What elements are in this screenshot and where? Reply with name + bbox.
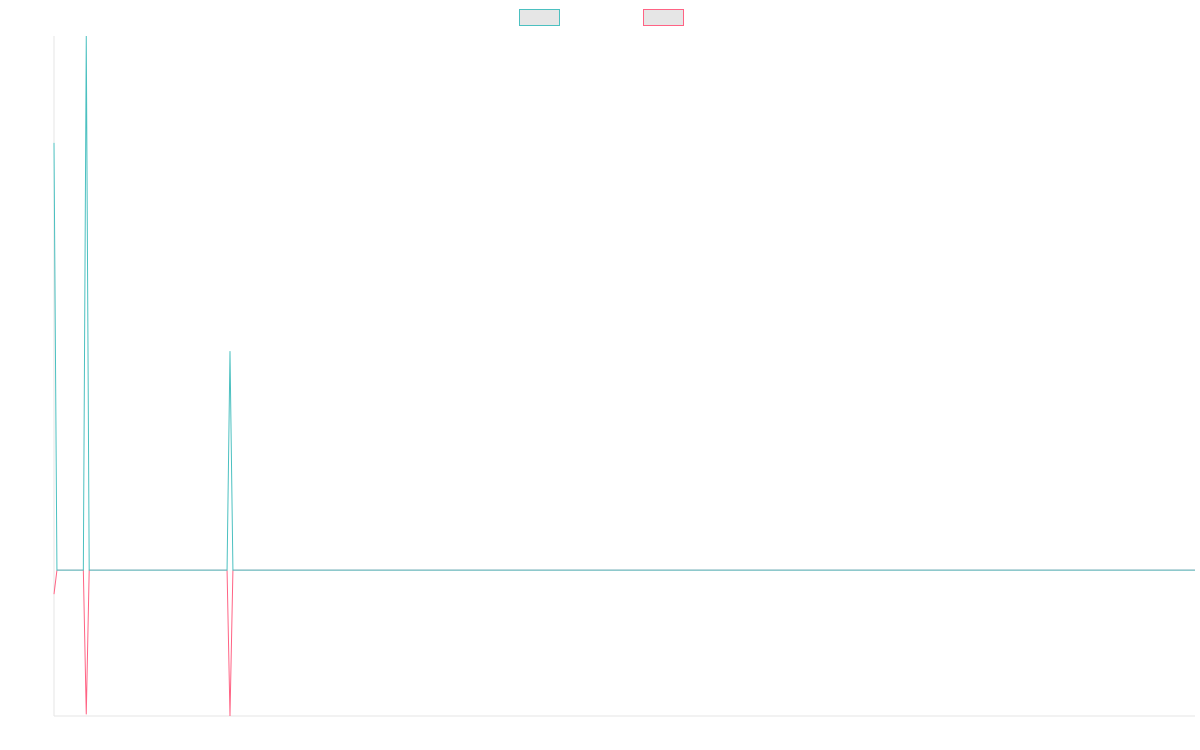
legend-swatch[interactable]: [519, 9, 560, 26]
series-line: [53, 569, 1195, 717]
series-line: [53, 35, 1195, 571]
axes: [53, 36, 1195, 717]
legend-swatch[interactable]: [643, 9, 684, 26]
